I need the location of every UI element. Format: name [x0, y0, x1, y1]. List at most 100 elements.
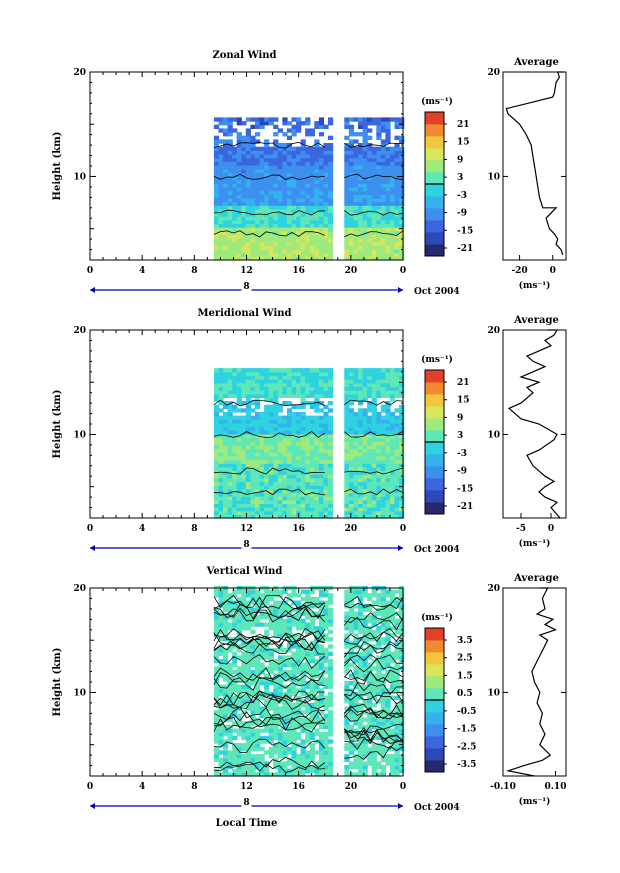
colorbar-tick-label: 21 — [457, 378, 470, 388]
colorbar — [424, 369, 447, 515]
x-tick-label: 0 — [400, 266, 406, 276]
average-title: Average — [513, 573, 559, 584]
colorbar-tick-label: 15 — [457, 138, 470, 148]
x-tick-label: 12 — [240, 524, 253, 534]
colorbar-tick-label: -9 — [457, 209, 467, 219]
colorbar-tick-label: -0.5 — [457, 707, 476, 717]
avg-x-tick-label: 0 — [548, 524, 554, 534]
average-panel: Average 20 10 -5 0 (ms⁻¹) — [487, 315, 567, 549]
x-tick-label: 0 — [400, 524, 406, 534]
y-tick-label: 10 — [73, 172, 86, 182]
x-tick-label: 20 — [345, 266, 358, 276]
colorbar-unit: (ms⁻¹) — [421, 354, 453, 365]
average-frame — [502, 329, 567, 519]
x-tick-label: 8 — [191, 524, 197, 534]
y-tick-label: 10 — [73, 688, 86, 698]
date-label: Oct 2004 — [414, 287, 460, 297]
day-label: 8 — [243, 282, 249, 292]
heatmap — [213, 368, 405, 519]
x-tick-label: 12 — [240, 266, 253, 276]
x-tick-label: 4 — [139, 266, 145, 276]
colorbar-tick-label: 3 — [457, 431, 463, 441]
colorbar-tick-label: -9 — [457, 467, 467, 477]
panel-1: 0 4 8 12 16 20 0 20 10 Meridional Wind Height (km)… — [52, 308, 567, 555]
colorbar-tick-label: -15 — [457, 226, 473, 236]
y-tick-label: 20 — [73, 326, 86, 336]
avg-x-tick-label: 0 — [550, 266, 556, 276]
y-axis-label: Height (km) — [52, 390, 63, 459]
average-title: Average — [513, 57, 559, 68]
colorbar-tick-label: 3 — [457, 173, 463, 183]
colorbar-tick-label: -15 — [457, 484, 473, 494]
colorbar-tick-label: 2.5 — [457, 654, 473, 664]
y-axis-label: Height (km) — [52, 648, 63, 717]
avg-x-unit: (ms⁻¹) — [519, 538, 551, 549]
avg-y-tick: 10 — [487, 688, 500, 698]
colorbar-unit: (ms⁻¹) — [421, 96, 453, 107]
day-bar-arrow-right — [398, 803, 403, 809]
y-tick-label: 10 — [73, 430, 86, 440]
x-tick-label: 8 — [191, 782, 197, 792]
average-panel: Average 20 10 -0.10 0.10 (ms⁻¹) — [487, 573, 567, 807]
day-bar-arrow-right — [398, 287, 403, 293]
average-panel: Average 20 10 -20 0 (ms⁻¹) — [487, 57, 567, 291]
average-profile-line — [505, 71, 565, 255]
colorbar-tick-label: 1.5 — [457, 671, 473, 681]
x-tick-label: 0 — [400, 782, 406, 792]
y-tick-label: 20 — [73, 68, 86, 78]
x-tick-label: 8 — [191, 266, 197, 276]
average-title: Average — [513, 315, 559, 326]
avg-x-unit: (ms⁻¹) — [519, 796, 551, 807]
colorbar-tick-label: 9 — [457, 413, 463, 423]
avg-x-tick-label: -0.10 — [490, 782, 516, 792]
day-bar-arrow-right — [398, 545, 403, 551]
avg-y-tick: 20 — [487, 584, 500, 594]
avg-y-tick: 10 — [487, 430, 500, 440]
colorbar-tick-label: -3 — [457, 449, 467, 459]
colorbar — [424, 627, 447, 773]
colorbar-tick-label: -3 — [457, 191, 467, 201]
panel-0: 0 4 8 12 16 20 0 20 10 Zonal Wind Height (km) 8 Oct … — [52, 50, 567, 297]
x-tick-label: 16 — [292, 782, 305, 792]
y-axis-label: Height (km) — [52, 132, 63, 201]
x-tick-label: 16 — [292, 266, 305, 276]
average-frame — [502, 71, 567, 261]
panel-title: Meridional Wind — [197, 308, 291, 319]
avg-y-tick: 20 — [487, 326, 500, 336]
average-profile-line — [507, 329, 561, 519]
colorbar-tick-label: -2.5 — [457, 742, 476, 752]
colorbar-tick-label: 0.5 — [457, 689, 473, 699]
panel-2: 0 4 8 12 16 20 0 20 10 Vertical Wind Height (km) 8 O… — [52, 566, 567, 829]
colorbar-tick-label: 21 — [457, 120, 470, 130]
x-tick-label: 0 — [87, 524, 93, 534]
day-label: 8 — [243, 798, 249, 808]
heatmap — [213, 585, 405, 777]
contours — [213, 399, 404, 496]
avg-y-tick: 20 — [487, 68, 500, 78]
x-tick-label: 0 — [87, 782, 93, 792]
heatmap — [213, 117, 405, 261]
colorbar-tick-label: -1.5 — [457, 725, 476, 735]
colorbar-tick-label: 3.5 — [457, 636, 473, 646]
contours — [213, 594, 404, 773]
x-tick-label: 0 — [87, 266, 93, 276]
colorbar-unit: (ms⁻¹) — [421, 612, 453, 623]
avg-x-unit: (ms⁻¹) — [519, 280, 551, 291]
date-label: Oct 2004 — [414, 545, 460, 555]
x-tick-label: 4 — [139, 524, 145, 534]
x-tick-label: 12 — [240, 782, 253, 792]
avg-x-tick-label: -20 — [511, 266, 527, 276]
avg-x-tick-label: -5 — [516, 524, 526, 534]
contours — [213, 141, 404, 238]
avg-y-tick: 10 — [487, 172, 500, 182]
x-tick-label: 20 — [345, 782, 358, 792]
x-axis-label: Local Time — [216, 818, 278, 829]
avg-x-tick-label: 0.10 — [545, 782, 567, 792]
colorbar-tick-label: 9 — [457, 155, 463, 165]
day-bar-arrow-left — [90, 287, 95, 293]
y-tick-label: 20 — [73, 584, 86, 594]
colorbar — [424, 111, 447, 257]
date-label: Oct 2004 — [414, 803, 460, 813]
colorbar-tick-label: 15 — [457, 396, 470, 406]
